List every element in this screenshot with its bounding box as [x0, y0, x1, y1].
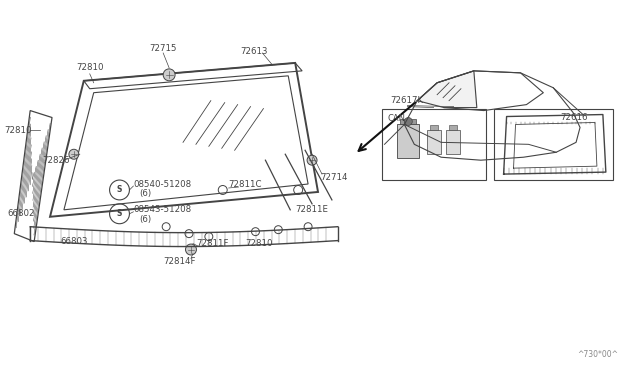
- Bar: [381, 109, 486, 180]
- Circle shape: [163, 69, 175, 81]
- Text: S: S: [117, 209, 122, 218]
- Text: 72714: 72714: [320, 173, 348, 182]
- Text: 72811C: 72811C: [228, 180, 262, 189]
- Text: 66803: 66803: [60, 237, 88, 246]
- Text: S: S: [117, 186, 122, 195]
- Text: 72617K: 72617K: [391, 96, 424, 105]
- Bar: [446, 131, 460, 154]
- Text: 08540-51208: 08540-51208: [133, 180, 191, 189]
- Text: ^730*00^: ^730*00^: [577, 350, 618, 359]
- Text: (6): (6): [140, 215, 152, 224]
- Text: (6): (6): [140, 189, 152, 198]
- Circle shape: [186, 244, 196, 255]
- Text: 72811E: 72811E: [295, 205, 328, 214]
- Text: 72826: 72826: [42, 156, 70, 165]
- Bar: [430, 125, 438, 131]
- Text: 72810: 72810: [246, 239, 273, 248]
- Bar: [449, 125, 457, 131]
- Text: 72810: 72810: [4, 126, 32, 135]
- Bar: [401, 119, 416, 125]
- Text: 72814F: 72814F: [163, 257, 195, 266]
- Bar: [397, 125, 419, 158]
- Text: 72715: 72715: [149, 44, 177, 52]
- Text: 08543-51208: 08543-51208: [133, 205, 191, 214]
- Text: 72811F: 72811F: [196, 239, 228, 248]
- Circle shape: [69, 149, 79, 159]
- Polygon shape: [417, 71, 477, 108]
- Text: 66802: 66802: [7, 209, 35, 218]
- Bar: [427, 131, 441, 154]
- Circle shape: [307, 155, 317, 165]
- Text: CAN: CAN: [387, 114, 406, 123]
- Text: 72613: 72613: [241, 46, 268, 55]
- Bar: [493, 109, 612, 180]
- Text: 72616: 72616: [560, 113, 588, 122]
- Circle shape: [404, 118, 412, 125]
- Text: 72810: 72810: [76, 63, 104, 73]
